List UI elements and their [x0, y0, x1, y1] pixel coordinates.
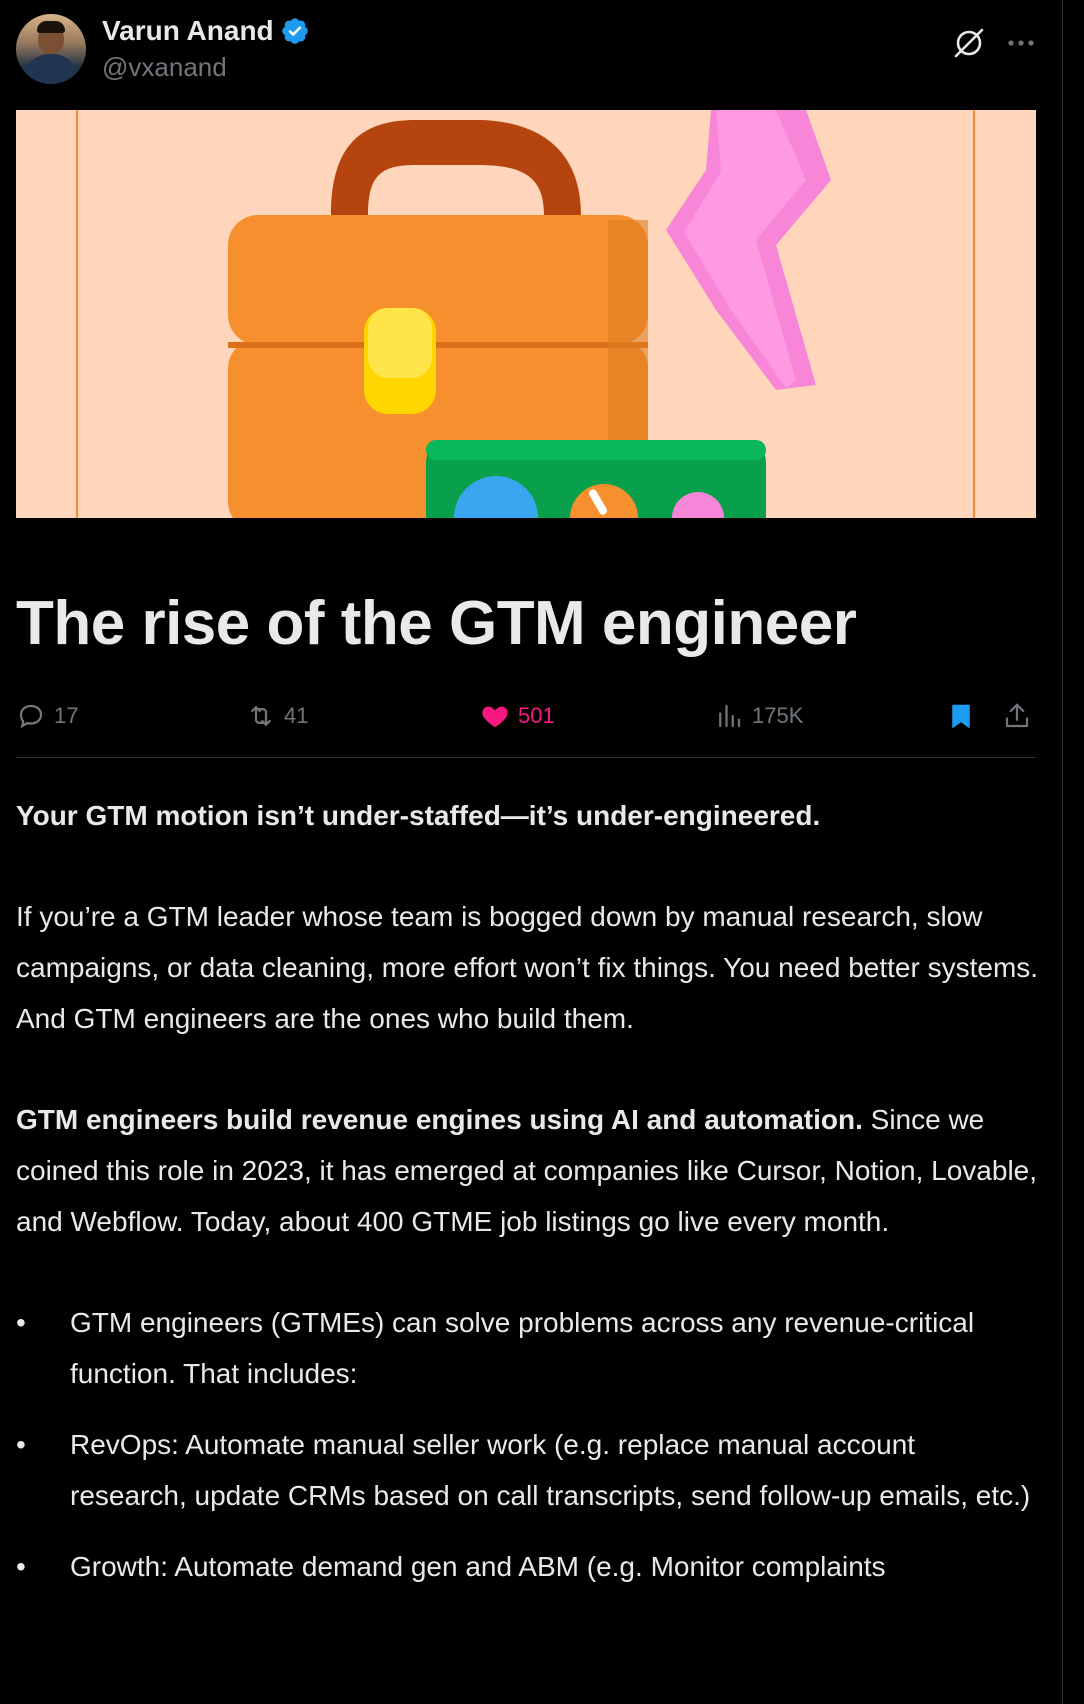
list-item: GTM engineers (GTMEs) can solve problems… [16, 1297, 1036, 1399]
views-button[interactable]: 175K [714, 696, 803, 736]
author-name-row: Varun Anand [102, 14, 310, 48]
article-paragraph-2: GTM engineers build revenue engines usin… [16, 1094, 1046, 1247]
verified-badge-icon [281, 18, 308, 44]
avatar-body-shape [22, 54, 80, 84]
repost-icon [251, 706, 271, 726]
author-handle[interactable]: @vxanand [102, 52, 227, 82]
article-body: Your GTM motion isn’t under-staffed—it’s… [16, 790, 1046, 1612]
reply-button[interactable]: 17 [16, 696, 78, 736]
bookmark-icon [952, 704, 970, 729]
views-icon [719, 704, 741, 728]
avatar-hair-shape [37, 21, 65, 33]
paragraph-2-bold: GTM engineers build revenue engines usin… [16, 1104, 863, 1135]
list-item: Growth: Automate demand gen and ABM (e.g… [16, 1541, 1036, 1592]
article-title: The rise of the GTM engineer [16, 589, 857, 658]
cover-illustration [16, 110, 1036, 518]
reply-count: 17 [54, 703, 79, 728]
list-item: RevOps: Automate manual seller work (e.g… [16, 1419, 1036, 1521]
heart-icon [482, 706, 508, 728]
like-count: 501 [518, 703, 555, 728]
post-header: Varun Anand @vxanand [16, 14, 1036, 86]
engagement-bar: 17 41 501 175K [16, 696, 1036, 736]
share-button[interactable] [1002, 696, 1032, 736]
article-bullet-list: GTM engineers (GTMEs) can solve problems… [16, 1297, 1046, 1592]
article-lead: Your GTM motion isn’t under-staffed—it’s… [16, 800, 821, 831]
share-icon [1005, 703, 1029, 728]
repost-count: 41 [284, 703, 309, 728]
divider [16, 757, 1036, 758]
reply-icon [19, 704, 43, 729]
paragraph-2-rest: Since we coined this role in 2023, it ha… [16, 1104, 1038, 1237]
grok-icon[interactable] [952, 26, 986, 60]
repost-button[interactable]: 41 [246, 696, 308, 736]
bookmark-button[interactable] [946, 696, 976, 736]
article-paragraph-1: If you’re a GTM leader whose team is bog… [16, 901, 1039, 1034]
like-button[interactable]: 501 [480, 696, 555, 736]
article-cover-image[interactable] [16, 110, 1036, 518]
more-icon[interactable] [1004, 26, 1038, 60]
avatar[interactable] [16, 14, 86, 84]
views-count: 175K [752, 703, 804, 728]
author-display-name[interactable]: Varun Anand [102, 15, 274, 46]
